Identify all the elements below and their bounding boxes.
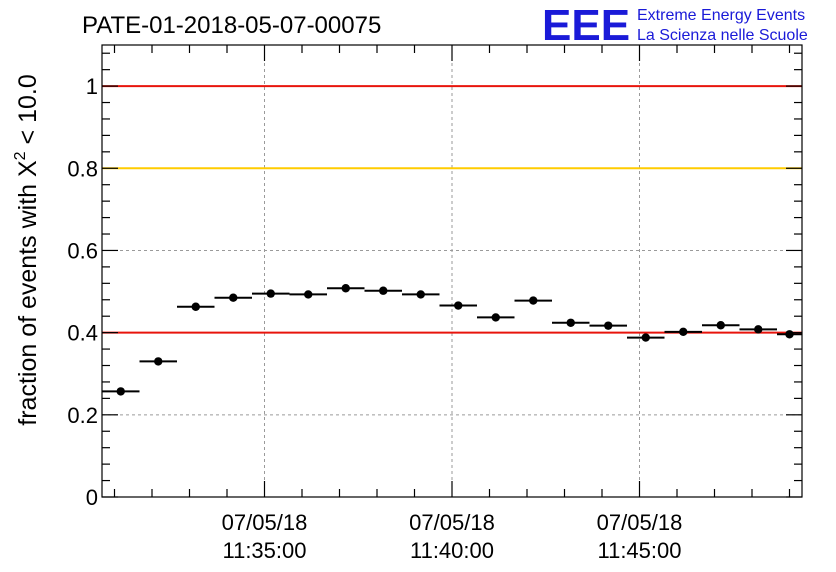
data-point	[154, 357, 163, 366]
data-point	[304, 290, 313, 299]
y-tick-label: 0.4	[67, 321, 98, 346]
y-axis-label-suffix: < 10.0	[14, 74, 42, 151]
x-tick-time-label: 11:35:00	[222, 538, 306, 563]
data-point	[716, 321, 725, 330]
data-point	[229, 293, 238, 302]
y-tick-label: 0	[86, 485, 98, 510]
x-tick-time-label: 11:40:00	[410, 538, 494, 563]
y-axis: 0 0.2 0.4 0.6 0.8 1	[67, 52, 802, 510]
x-tick-date-label: 07/05/18	[222, 510, 308, 535]
data-point	[379, 286, 388, 295]
chart-title: PATE-01-2018-05-07-00075	[82, 12, 381, 39]
data-point	[491, 313, 500, 322]
data-point	[416, 290, 425, 299]
data-point	[341, 284, 350, 293]
y-tick-label: 0.8	[67, 156, 98, 181]
y-axis-label: fraction of events with X2 < 10.0	[12, 74, 42, 425]
logo-line-1: Extreme Energy Events	[637, 7, 805, 24]
data-point	[454, 301, 463, 310]
data-point	[529, 296, 538, 305]
x-tick-time-label: 11:45:00	[597, 538, 681, 563]
eee-logo: EEE Extreme Energy Events La Scienza nel…	[542, 1, 808, 50]
y-axis-label-superscript: 2	[12, 151, 29, 160]
y-tick-label: 1	[86, 74, 98, 99]
data-point	[566, 318, 575, 327]
x-tick-date-label: 07/05/18	[409, 510, 495, 535]
y-axis-label-main: fraction of events with X	[14, 160, 42, 426]
data-series	[102, 284, 802, 396]
y-tick-label: 0.6	[67, 238, 98, 263]
logo-line-2: La Scienza nelle Scuole	[637, 27, 808, 44]
data-point	[679, 327, 688, 337]
x-axis: 07/05/18 11:35:00 07/05/18 11:40:00 07/05/18…	[113, 45, 791, 563]
data-point	[754, 325, 763, 334]
data-point	[116, 387, 125, 396]
grid	[102, 45, 802, 497]
x-tick-date-label: 07/05/18	[597, 510, 683, 535]
data-point	[266, 289, 275, 298]
data-point	[191, 302, 200, 311]
y-tick-label: 0.2	[67, 403, 98, 428]
data-point	[785, 330, 794, 339]
data-point	[641, 333, 650, 342]
logo-letters: EEE	[542, 1, 630, 50]
data-point	[604, 321, 613, 330]
